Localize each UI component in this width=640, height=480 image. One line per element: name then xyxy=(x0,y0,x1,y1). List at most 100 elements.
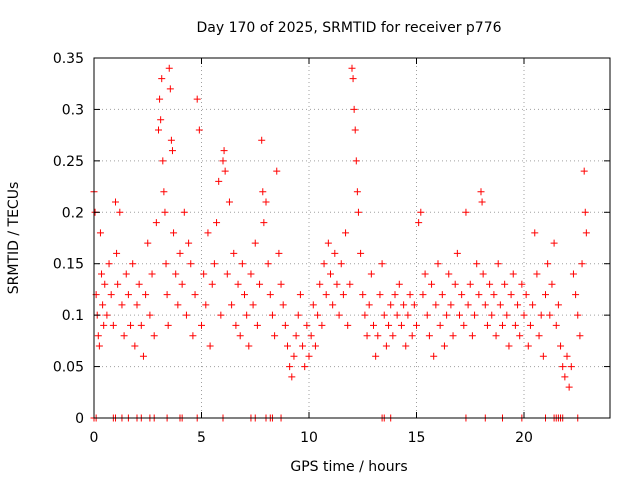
data-point xyxy=(112,198,119,206)
data-point xyxy=(357,249,365,257)
data-point xyxy=(456,311,463,319)
data-point xyxy=(251,239,259,247)
data-point xyxy=(492,332,500,340)
data-point xyxy=(582,229,590,237)
data-point xyxy=(202,301,210,309)
data-point xyxy=(509,270,517,278)
data-point xyxy=(258,136,266,144)
data-point xyxy=(397,321,405,329)
data-point xyxy=(94,332,102,340)
data-point xyxy=(451,280,459,288)
data-point xyxy=(378,260,386,268)
data-point xyxy=(234,280,242,288)
data-point xyxy=(303,321,311,329)
data-point xyxy=(288,373,296,381)
y-tick-label: 0 xyxy=(75,411,84,427)
y-tick-label: 0.05 xyxy=(53,360,84,376)
data-point xyxy=(511,321,519,329)
data-point xyxy=(178,280,186,288)
data-point xyxy=(135,280,143,288)
data-point xyxy=(359,291,367,299)
data-point xyxy=(367,270,375,278)
data-point xyxy=(114,280,122,288)
data-point xyxy=(107,291,115,299)
data-point xyxy=(256,280,264,288)
data-point xyxy=(391,291,399,299)
data-point xyxy=(230,249,238,257)
data-point xyxy=(241,291,248,299)
data-point xyxy=(471,311,479,319)
data-point xyxy=(520,311,528,319)
data-point xyxy=(122,270,130,278)
data-point xyxy=(100,321,108,329)
data-point xyxy=(529,301,537,309)
data-point xyxy=(477,188,485,196)
data-point xyxy=(200,270,208,278)
data-point xyxy=(158,75,166,83)
data-point xyxy=(206,342,214,350)
data-point xyxy=(204,229,212,237)
data-point xyxy=(275,249,283,257)
data-point xyxy=(557,342,565,350)
data-point xyxy=(402,342,410,350)
data-point xyxy=(189,332,197,340)
data-point xyxy=(95,342,103,350)
data-point xyxy=(311,342,319,350)
data-point xyxy=(501,280,509,288)
data-point xyxy=(259,188,267,196)
data-point xyxy=(243,311,251,319)
data-point xyxy=(225,198,233,206)
data-point xyxy=(419,291,427,299)
data-point xyxy=(98,270,106,278)
data-point xyxy=(449,332,457,340)
data-point xyxy=(486,280,494,288)
x-axis-ticks: 0 5 10 15 20 xyxy=(90,58,533,446)
data-point xyxy=(116,208,124,216)
data-point xyxy=(324,239,332,247)
data-point xyxy=(215,177,223,185)
x-tick-label: 20 xyxy=(515,430,533,446)
data-point xyxy=(351,126,359,134)
data-point xyxy=(165,64,173,72)
data-point xyxy=(236,332,244,340)
x-tick-label: 5 xyxy=(197,430,206,446)
data-point xyxy=(393,311,401,319)
data-point xyxy=(320,260,328,268)
data-point xyxy=(365,301,373,309)
data-point xyxy=(499,321,506,329)
data-point xyxy=(247,270,255,278)
data-point xyxy=(342,229,350,237)
data-point xyxy=(137,321,145,329)
data-point xyxy=(331,249,339,257)
data-point xyxy=(314,311,322,319)
data-point xyxy=(96,229,104,237)
data-point xyxy=(569,270,577,278)
data-point xyxy=(337,260,345,268)
data-point xyxy=(124,291,132,299)
data-point xyxy=(546,311,554,319)
data-point xyxy=(400,301,408,309)
data-point xyxy=(166,85,174,93)
data-point xyxy=(559,363,567,371)
data-point xyxy=(404,311,412,319)
data-point xyxy=(576,332,584,340)
data-point xyxy=(160,188,168,196)
data-point xyxy=(580,167,588,175)
data-point xyxy=(436,321,444,329)
data-point xyxy=(468,332,476,340)
data-point xyxy=(544,260,552,268)
data-point xyxy=(350,105,358,113)
data-point xyxy=(318,321,326,329)
data-point xyxy=(159,157,167,165)
data-point xyxy=(290,352,298,360)
data-point xyxy=(152,219,160,227)
data-point xyxy=(161,208,169,216)
data-point xyxy=(370,321,377,329)
data-point xyxy=(464,301,472,309)
data-point xyxy=(238,260,246,268)
data-point xyxy=(217,311,225,319)
data-point xyxy=(155,126,162,134)
data-point xyxy=(548,280,556,288)
data-point xyxy=(363,332,371,340)
data-point xyxy=(533,270,541,278)
